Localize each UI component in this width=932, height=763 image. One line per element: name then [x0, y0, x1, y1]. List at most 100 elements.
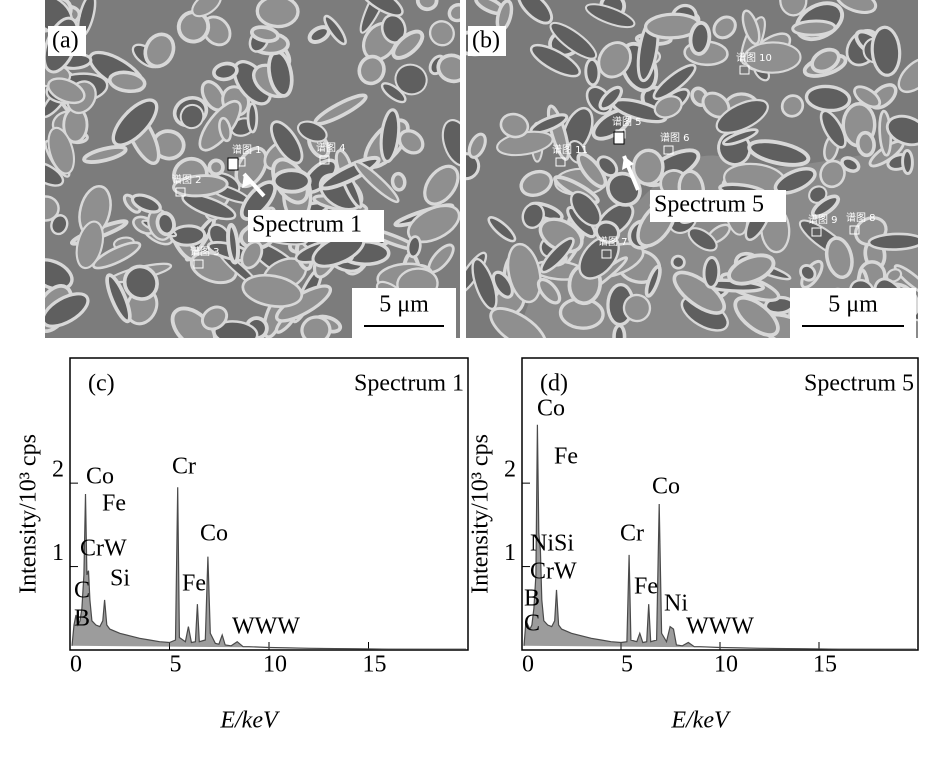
arrowhead [242, 174, 254, 188]
sem-phase [539, 237, 575, 274]
region-label: 谱图 2 [172, 173, 202, 186]
peak-label: Si [110, 566, 130, 592]
sem-phase [428, 20, 455, 47]
sem-phase [82, 145, 128, 164]
sem-phase [824, 236, 854, 280]
sem-phase [200, 305, 229, 331]
sem-phase [441, 119, 460, 167]
region-label: 谱图 7 [598, 235, 628, 248]
x-tick-label: 0 [70, 652, 82, 678]
peak-label: C [74, 578, 90, 604]
sem-phase [529, 43, 581, 78]
sem-phase [406, 204, 460, 244]
sem-phase [406, 235, 422, 259]
sem-phase [743, 41, 802, 74]
sem-phase [390, 171, 407, 192]
sem-phase [702, 256, 721, 289]
sem-phase [130, 193, 162, 214]
x-tick-label: 5 [170, 652, 182, 678]
sem-phase [270, 120, 304, 165]
sem-phase [105, 273, 132, 324]
sem-phase [179, 103, 205, 130]
sem-phase [901, 149, 914, 176]
scale-bar-bg [790, 288, 916, 338]
region-box [319, 155, 330, 165]
sem-phase [447, 3, 460, 23]
region-label: 谱图 4 [316, 141, 346, 154]
x-tick-label: 10 [714, 652, 738, 678]
y-tick-label: 2 [52, 457, 64, 483]
sem-phase [358, 0, 404, 17]
sem-phase [45, 292, 90, 328]
sem-phase [212, 61, 239, 82]
sem-phase [688, 20, 712, 56]
sem-phase [597, 41, 632, 79]
sem-phase [218, 116, 232, 143]
region-box [811, 227, 822, 237]
region-box [739, 65, 750, 75]
y-tick-label: 1 [52, 540, 64, 566]
peak-label: Fe [182, 571, 206, 597]
sem-phase [521, 202, 545, 230]
region-label: 谱图 8 [846, 211, 876, 224]
sem-phase [45, 161, 65, 187]
sem-phase [45, 195, 60, 222]
peak-label: CrW [80, 536, 127, 562]
sem-phase [594, 220, 621, 244]
sem-phase [622, 293, 652, 323]
sem-phase [712, 15, 737, 40]
x-tick-label: 10 [263, 652, 287, 678]
sem-phase [584, 3, 636, 29]
peak-label: Cr [172, 454, 196, 480]
sem-phase [549, 21, 598, 60]
spectrum-label: Spectrum 5 [654, 192, 764, 218]
sem-phase [50, 214, 69, 236]
peak-label: Fe [102, 491, 126, 517]
panel-label: (c) [88, 371, 115, 397]
peak-label: WWW [686, 614, 754, 640]
sem-phase [467, 132, 487, 159]
chart-title: Spectrum 1 [354, 371, 464, 397]
region-box [849, 225, 860, 235]
plot-frame [521, 357, 919, 651]
peak-label: Cr [620, 521, 644, 547]
sem-phase [499, 112, 530, 139]
sem-phase [631, 148, 665, 186]
plot-frame [69, 357, 469, 651]
peak-label: B [524, 586, 540, 612]
sem-phase [870, 25, 902, 77]
sem-phase [172, 174, 229, 198]
sem-phase [471, 257, 498, 311]
sem-phase [207, 158, 225, 177]
sem-phase [893, 264, 918, 297]
spectrum-box [227, 157, 239, 171]
spectrum-label-bg [248, 210, 384, 242]
spectrum-label: Spectrum 1 [252, 212, 362, 238]
scale-bar-label: 5 μm [828, 292, 878, 318]
peak-label: Fe [634, 574, 658, 600]
sem-phase [122, 264, 159, 301]
sem-phase [246, 102, 259, 134]
sem-phase [727, 253, 776, 286]
sem-phase [536, 277, 562, 305]
sem-phase [241, 273, 304, 308]
sem-phase [394, 63, 428, 96]
sem-phase [779, 0, 808, 17]
region-label: 谱图 5 [612, 115, 642, 128]
sem-phase [733, 295, 780, 337]
sem-phase [799, 263, 817, 282]
sem-phase [780, 94, 805, 118]
sem-phase [191, 0, 222, 18]
sem-phase [819, 159, 846, 189]
sem-phase [107, 70, 147, 94]
sem-phase [810, 194, 841, 219]
region-label: 谱图 6 [660, 131, 690, 144]
region-label: 谱图 3 [190, 245, 220, 258]
sem-phase [46, 77, 86, 105]
region-label: 谱图 10 [736, 51, 772, 64]
sem-phase [598, 85, 624, 111]
sem-phase [584, 57, 601, 87]
region-box [663, 145, 674, 155]
region-label: 谱图 1 [232, 143, 262, 156]
peak-label: Co [652, 474, 680, 500]
